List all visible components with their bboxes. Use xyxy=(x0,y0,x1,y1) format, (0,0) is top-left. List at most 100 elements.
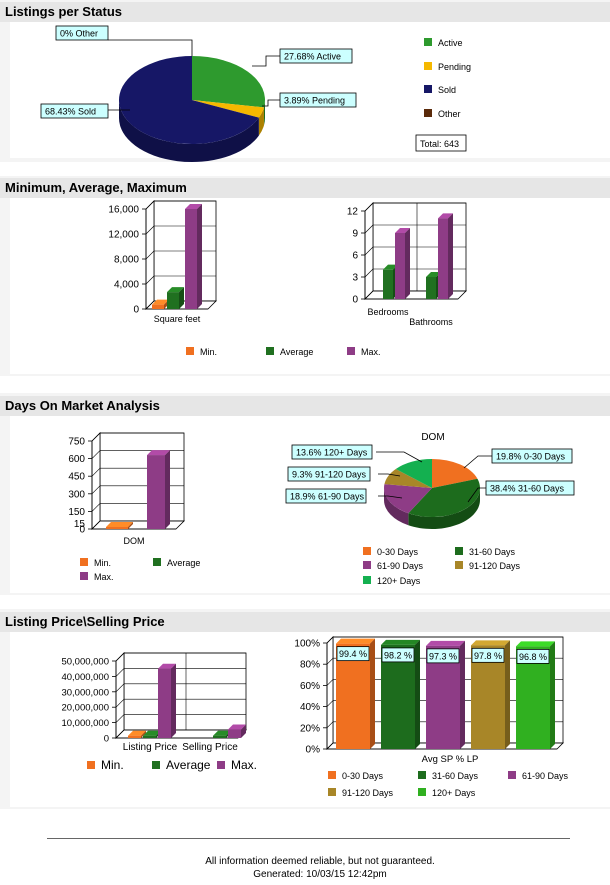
gridline xyxy=(145,200,155,210)
dom-pie-slice xyxy=(408,478,480,517)
status-label-active: 27.68% Active xyxy=(284,52,341,62)
x-category-label: Listing Price xyxy=(123,742,178,753)
gridline xyxy=(91,432,101,442)
gridline xyxy=(145,275,155,285)
sqft-bar-side xyxy=(179,287,184,309)
y-tick-label: 16,000 xyxy=(108,205,139,216)
minavgmax-legend-min-swatch xyxy=(186,347,194,355)
y-tick-label: 12,000 xyxy=(108,230,139,241)
sp-lp-value-box xyxy=(381,647,415,663)
gridline xyxy=(326,700,334,707)
dom-pie-chart: DOM 19.8% 0-30 Days 38.4% 31-60 Days 9.3% 9… xyxy=(285,432,575,586)
leader-line xyxy=(376,451,423,463)
y-tick-label: 6 xyxy=(352,251,358,262)
dom-label-91-120-box xyxy=(287,466,371,482)
dom-bar-max xyxy=(147,455,165,529)
gridline xyxy=(364,202,374,212)
dom-label-0-30: 19.8% 0-30 Days xyxy=(496,452,566,462)
rooms-bar xyxy=(426,277,436,299)
sp-lp-legend-item: 31-60 Days xyxy=(432,771,479,781)
price-bar-side xyxy=(141,730,146,738)
sp-lp-bar-side xyxy=(505,640,510,749)
y-tick-label: 50,000,000 xyxy=(61,657,109,668)
status-pie-chart: 0% Other 27.68% Active 3.89% Pending 68.43%… xyxy=(40,25,471,162)
status-label-active-box xyxy=(279,48,353,64)
dom-bar-max-side xyxy=(165,450,170,529)
rooms-bar-side xyxy=(448,213,453,299)
sp-lp-legend-item-swatch xyxy=(508,771,516,779)
dom-label-61-90-box xyxy=(285,488,367,504)
price-bar xyxy=(128,735,141,738)
price-bar-top xyxy=(228,724,246,730)
y-tick-label: 150 xyxy=(68,507,85,518)
chart-left-wall xyxy=(115,652,125,739)
y-tick-label: 15 xyxy=(74,519,86,530)
gridline xyxy=(91,467,101,477)
y-tick-label: 750 xyxy=(68,437,85,448)
footer-divider xyxy=(47,838,570,839)
dom-legend-max-swatch xyxy=(80,572,88,580)
dom-bar-max-top xyxy=(147,450,170,456)
rooms-bar xyxy=(438,218,448,299)
dom-label-120plus-box xyxy=(291,444,373,460)
status-legend-item-swatch xyxy=(424,38,432,46)
sp-lp-legend-item: 61-90 Days xyxy=(522,771,569,781)
gridline xyxy=(326,636,334,644)
dom-pie-legend-item: 120+ Days xyxy=(377,576,421,586)
sp-lp-value-label: 99.4 % xyxy=(339,649,367,659)
price-legend-average: Average xyxy=(166,758,211,772)
status-label-other-box xyxy=(55,25,109,41)
minavgmax-chart-area xyxy=(10,198,610,374)
minavgmax-legend-min: Min. xyxy=(200,347,217,357)
y-tick-label: 20,000,000 xyxy=(61,703,109,714)
sp-lp-bar-top xyxy=(381,639,420,645)
price-legend-min: Min. xyxy=(101,758,124,772)
y-tick-label: 8,000 xyxy=(114,255,139,266)
dom-label-0-30-box xyxy=(491,448,573,464)
sqft-bar-side xyxy=(197,204,202,309)
y-tick-label: 600 xyxy=(68,454,85,465)
chart-left-wall xyxy=(91,432,101,530)
y-tick-label: 450 xyxy=(68,472,85,483)
sp-lp-legend-item-swatch xyxy=(418,771,426,779)
sp-lp-bar-top xyxy=(471,640,510,646)
sp-lp-value-box xyxy=(471,647,505,663)
dom-pie-legend-item: 91-120 Days xyxy=(469,561,521,571)
status-chart-area xyxy=(10,22,610,158)
price-bar-side xyxy=(241,724,246,738)
status-label-sold-box xyxy=(40,103,109,119)
status-label-sold: 68.43% Sold xyxy=(45,107,96,117)
dom-legend-min: Min. xyxy=(94,558,111,568)
price-bar xyxy=(228,729,241,738)
minavgmax-legend-max: Max. xyxy=(361,347,381,357)
sp-lp-value-label: 97.3 % xyxy=(429,651,457,661)
x-category-label: Square feet xyxy=(154,314,201,324)
status-pie-slice xyxy=(192,100,264,118)
y-tick-label: 0 xyxy=(133,305,139,316)
sp-lp-bar-top xyxy=(516,641,555,647)
sqft-bar xyxy=(152,304,164,309)
sqft-bar-top xyxy=(167,287,184,293)
y-tick-label: 60% xyxy=(300,681,320,692)
gridline xyxy=(115,729,125,739)
gridline xyxy=(364,290,374,300)
y-tick-label: 300 xyxy=(68,489,85,500)
dom-pie-legend-item-swatch xyxy=(363,576,371,584)
price-bar-top xyxy=(158,663,176,669)
dom-label-120plus: 13.6% 120+ Days xyxy=(296,448,368,458)
dom-pie-legend-item-swatch xyxy=(363,547,371,555)
gridline xyxy=(91,503,101,512)
dom-bar-chart: 0 150 300 450 600 750 15 DOM Min. Average Max. xyxy=(68,432,200,582)
status-pie-slice xyxy=(192,56,266,108)
status-legend-item: Sold xyxy=(438,85,456,95)
sqft-bar-top xyxy=(185,204,202,209)
minavgmax-section-title: Minimum, Average, Maximum xyxy=(0,178,610,198)
status-pie-slice-side xyxy=(258,107,264,136)
gridline xyxy=(91,520,101,530)
status-legend-item-swatch xyxy=(424,62,432,70)
sp-lp-value-box xyxy=(516,648,550,664)
gridline xyxy=(115,683,125,693)
y-tick-label: 9 xyxy=(352,229,358,240)
dom-label-61-90: 18.9% 61-90 Days xyxy=(290,492,365,502)
